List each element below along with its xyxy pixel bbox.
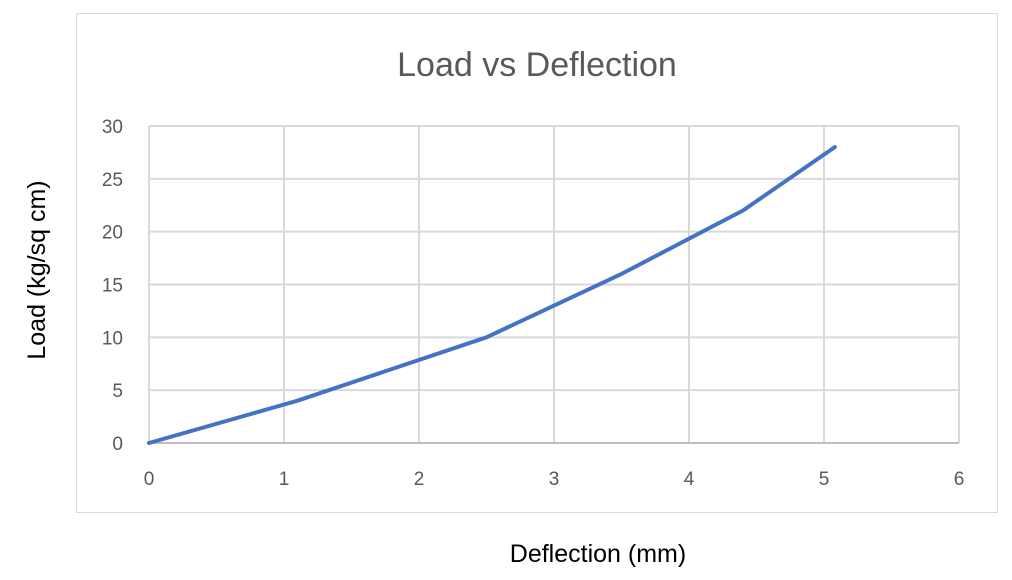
y-tick-label-2: 10 [102, 328, 123, 349]
series-layer [147, 145, 837, 445]
data-point-0-3 [620, 272, 623, 276]
y-axis-title: Load (kg/sq cm) [23, 180, 51, 359]
y-tick-label-6: 30 [102, 117, 123, 138]
series-line-0 [147, 145, 837, 445]
x-tick-label-2: 2 [414, 469, 425, 490]
data-point-0-0 [147, 441, 151, 445]
x-tick-label-1: 1 [279, 469, 290, 490]
tick-labels: 0 1 2 3 4 5 6 0 5 10 15 20 25 30 [102, 117, 964, 490]
chart-title: Load vs Deflection [397, 46, 677, 84]
y-tick-label-4: 20 [102, 223, 123, 244]
y-tick-label-3: 15 [102, 276, 123, 297]
y-tick-label-0: 0 [112, 434, 123, 455]
data-point-0-1 [296, 399, 299, 403]
x-tick-label-3: 3 [549, 469, 560, 490]
x-tick-label-0: 0 [144, 469, 155, 490]
y-tick-label-5: 25 [102, 170, 123, 191]
x-tick-label-4: 4 [684, 469, 695, 490]
x-tick-label-6: 6 [954, 469, 965, 490]
data-point-0-4 [741, 209, 745, 213]
gridlines [148, 125, 960, 444]
data-point-0-2 [485, 335, 488, 339]
x-tick-label-5: 5 [819, 469, 830, 490]
data-point-0-5 [833, 145, 837, 149]
y-tick-label-1: 5 [112, 381, 123, 402]
x-axis-title: Deflection (mm) [510, 540, 686, 568]
chart-area [76, 13, 998, 513]
